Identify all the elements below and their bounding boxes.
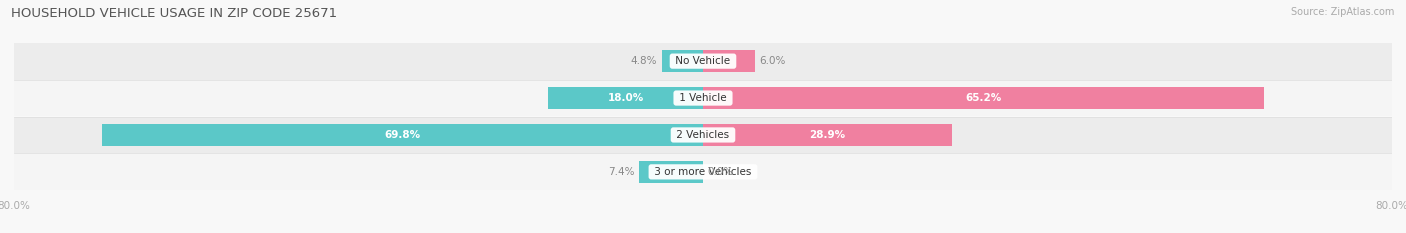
Bar (703, 87, 1264, 109)
Text: 18.0%: 18.0% (607, 93, 644, 103)
Bar (703, 124, 952, 146)
Text: 3 or more Vehicles: 3 or more Vehicles (651, 167, 755, 177)
Bar (14, 80, 1392, 116)
Text: 69.8%: 69.8% (384, 130, 420, 140)
Text: No Vehicle: No Vehicle (672, 56, 734, 66)
Text: 65.2%: 65.2% (966, 93, 1002, 103)
Text: 2 Vehicles: 2 Vehicles (673, 130, 733, 140)
Text: 28.9%: 28.9% (810, 130, 845, 140)
Bar (14, 43, 1392, 80)
Bar (14, 153, 1392, 190)
Text: 4.8%: 4.8% (631, 56, 658, 66)
Text: Source: ZipAtlas.com: Source: ZipAtlas.com (1291, 7, 1395, 17)
Text: 7.4%: 7.4% (609, 167, 636, 177)
Text: 6.0%: 6.0% (759, 56, 786, 66)
Bar (101, 124, 703, 146)
Text: 0.0%: 0.0% (707, 167, 734, 177)
Bar (14, 116, 1392, 153)
Text: 1 Vehicle: 1 Vehicle (676, 93, 730, 103)
Bar (548, 87, 703, 109)
Bar (662, 50, 703, 72)
Bar (640, 161, 703, 183)
Bar (703, 50, 755, 72)
Text: HOUSEHOLD VEHICLE USAGE IN ZIP CODE 25671: HOUSEHOLD VEHICLE USAGE IN ZIP CODE 2567… (11, 7, 337, 20)
